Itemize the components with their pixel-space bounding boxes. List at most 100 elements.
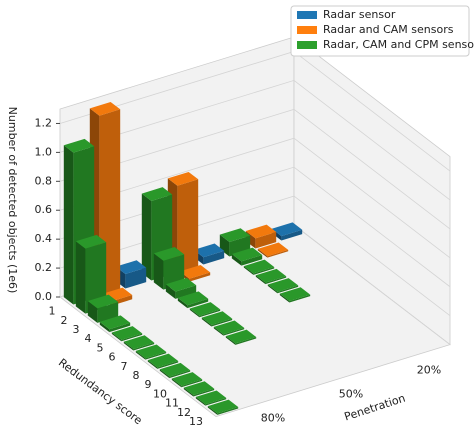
- bar: [111, 326, 143, 342]
- bar-face: [89, 101, 121, 116]
- bar: [189, 302, 221, 318]
- z-tick-label: 0.2: [35, 261, 53, 274]
- y-tick-label: 80%: [261, 412, 285, 425]
- y-tick-label: 50%: [339, 388, 363, 401]
- bar-face: [201, 317, 212, 327]
- bar-face: [219, 228, 251, 243]
- x-tick-label: 12: [177, 406, 191, 419]
- bar-face: [193, 243, 225, 258]
- bar-face: [243, 259, 275, 274]
- bar-face: [189, 302, 221, 316]
- bar-face: [231, 253, 242, 266]
- bar-face: [179, 265, 211, 279]
- bar-face: [135, 344, 167, 359]
- bar-face: [235, 337, 257, 345]
- x-tick-label: 2: [61, 314, 68, 327]
- bar-face: [145, 351, 167, 360]
- grid-line: [59, 195, 451, 316]
- bar-face: [87, 301, 98, 323]
- bar: [257, 242, 289, 258]
- bar-face: [165, 277, 197, 292]
- bar-face: [133, 342, 155, 351]
- legend-label: Radar sensor: [323, 8, 396, 21]
- bar-face: [99, 315, 131, 330]
- z-tick-label: 0.8: [35, 174, 53, 187]
- bar-face: [183, 381, 215, 396]
- x-tick-label: 9: [145, 378, 152, 391]
- bar-face: [189, 272, 211, 282]
- bar-face: [211, 318, 233, 327]
- bar-face: [167, 171, 199, 186]
- bar: [279, 287, 311, 303]
- bar-face: [267, 249, 289, 258]
- bar-face: [159, 362, 191, 377]
- bar: [201, 311, 233, 327]
- x-tick-label: 4: [85, 332, 92, 345]
- bar-face: [203, 250, 225, 265]
- bar: [207, 399, 239, 415]
- bar-face: [141, 187, 173, 201]
- bar-face: [271, 222, 303, 237]
- bar-face: [207, 399, 239, 414]
- bar-face: [97, 302, 119, 323]
- x-tick-label: 8: [133, 369, 140, 382]
- bar-face: [111, 326, 143, 340]
- bar: [87, 294, 119, 323]
- bar-face: [255, 275, 266, 285]
- bar-face: [199, 309, 221, 318]
- legend-label: Radar and CAM sensors: [323, 23, 454, 36]
- bar-face: [257, 242, 289, 257]
- bar-face: [189, 308, 200, 318]
- bar-face: [277, 285, 299, 294]
- legend-swatch: [297, 26, 317, 34]
- bar: [171, 372, 203, 388]
- bar-face: [201, 311, 233, 326]
- x-axis-title: Redundancy score: [56, 356, 145, 427]
- bar-face: [75, 241, 86, 314]
- x-tick-label: 7: [121, 360, 128, 373]
- bar-face: [147, 360, 158, 369]
- bar-face: [109, 322, 131, 333]
- bar-face: [213, 326, 224, 336]
- bar-face: [63, 145, 74, 305]
- bar-face: [153, 253, 164, 290]
- bar-face: [213, 320, 245, 335]
- bar-face: [175, 285, 197, 299]
- bar-face: [255, 231, 277, 249]
- x-tick-label: 5: [97, 341, 104, 354]
- bar-face: [153, 246, 185, 261]
- legend-frame: [290, 5, 470, 57]
- bar-face: [125, 267, 147, 289]
- bar-face: [169, 370, 191, 379]
- bar-face: [187, 298, 209, 309]
- grid-line: [59, 79, 451, 201]
- x-tick-label: 13: [189, 415, 203, 428]
- bar-face: [205, 397, 227, 406]
- bar-face: [141, 193, 152, 281]
- bar-face: [159, 369, 170, 379]
- bar: [183, 381, 215, 397]
- bar-face: [265, 276, 287, 285]
- bar-face: [121, 333, 143, 342]
- grid-line: [59, 108, 451, 230]
- z-tick-label: 0.0: [35, 290, 53, 303]
- bar-face: [85, 242, 107, 314]
- y-tick-label: 20%: [417, 364, 441, 377]
- z-tick-label: 1.2: [35, 116, 53, 129]
- bar-face: [171, 378, 182, 388]
- bar: [123, 335, 155, 351]
- bar-face: [165, 284, 176, 299]
- bar-face: [193, 388, 215, 397]
- z-tick-label: 1.0: [35, 145, 53, 158]
- bar-face: [135, 350, 146, 360]
- bar-face: [195, 396, 206, 406]
- bars: [63, 101, 311, 415]
- legend: Radar sensor Radar and CAM sensors Radar, …: [290, 5, 474, 57]
- x-tick-label: 11: [165, 397, 179, 410]
- bar: [75, 234, 107, 314]
- bar-face: [289, 294, 311, 303]
- bar-face: [99, 321, 110, 333]
- bar: [165, 277, 197, 299]
- bar-face: [123, 341, 134, 351]
- x-tick-label: 10: [153, 387, 167, 400]
